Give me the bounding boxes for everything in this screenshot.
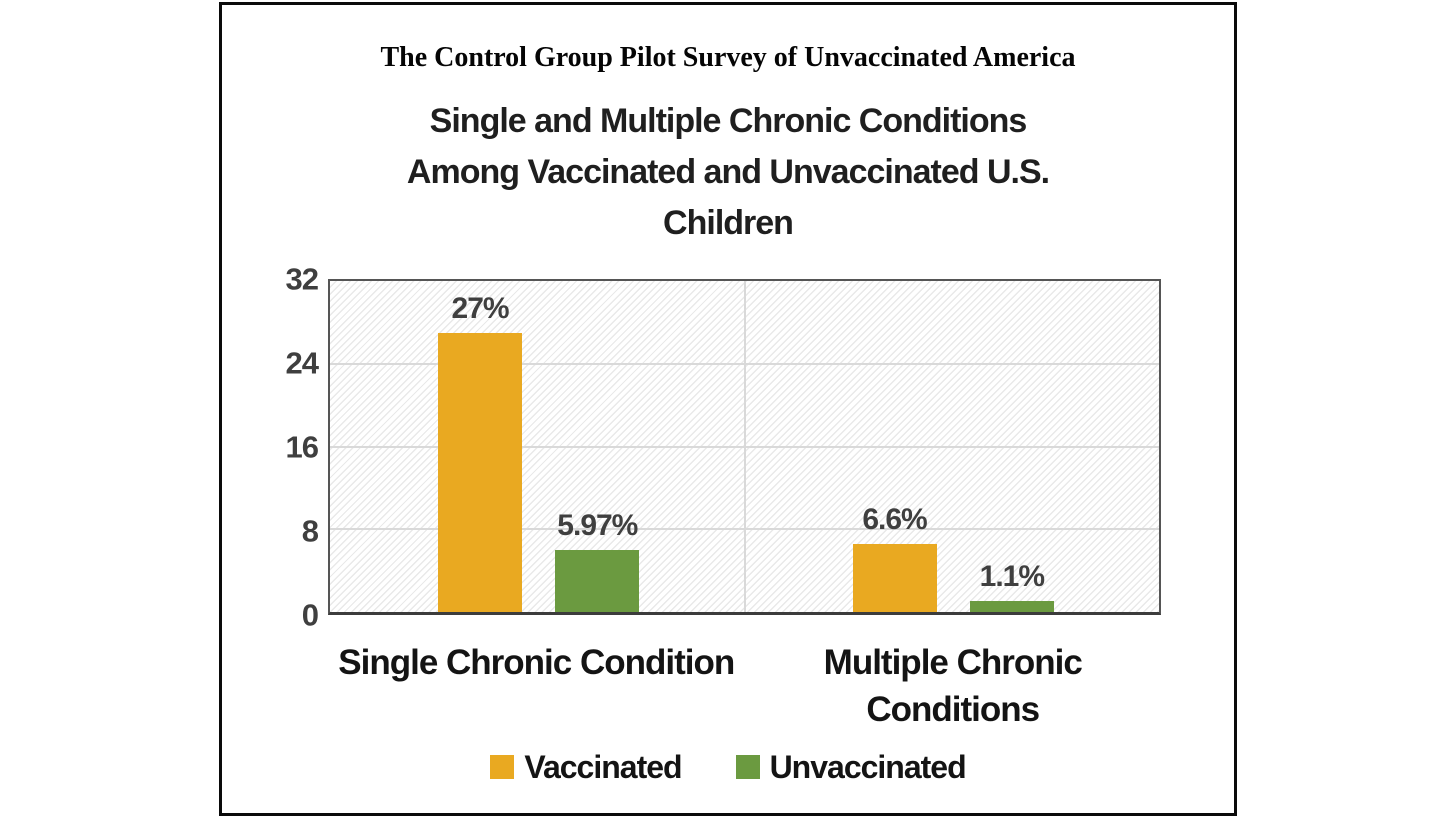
legend: Vaccinated Unvaccinated bbox=[222, 751, 1234, 783]
plot-area: 27% 6.6% 5.97% 1.1% bbox=[328, 279, 1161, 615]
x-axis-labels: Single Chronic Condition Multiple Chroni… bbox=[328, 639, 1161, 733]
chart-title-line-1: Single and Multiple Chronic Conditions bbox=[429, 102, 1028, 140]
bar-value-label: 27% bbox=[451, 291, 510, 325]
legend-label-unvaccinated: Unvaccinated bbox=[769, 749, 967, 785]
y-tick-label-16: 16 bbox=[285, 429, 319, 465]
bar-value-label: 6.6% bbox=[862, 502, 927, 536]
bar-vaccinated-1 bbox=[852, 543, 937, 612]
bar-value-label: 5.97% bbox=[557, 509, 638, 543]
bar-value-label: 1.1% bbox=[979, 559, 1045, 593]
chart-title-line-3: Children bbox=[663, 204, 794, 242]
y-axis: 0 8 16 24 32 bbox=[222, 264, 320, 631]
category-label-line: Conditions bbox=[866, 690, 1040, 729]
gridline-vertical bbox=[743, 281, 746, 612]
legend-item-vaccinated: Vaccinated bbox=[490, 749, 683, 785]
category-label-line: Single Chronic Condition bbox=[338, 643, 735, 682]
legend-swatch-unvaccinated-icon bbox=[735, 755, 760, 779]
y-tick-label-24: 24 bbox=[285, 345, 319, 381]
category-label-multiple-chronic: Multiple Chronic Conditions bbox=[745, 639, 1162, 733]
y-tick-label-0: 0 bbox=[301, 597, 319, 633]
chart-figure: The Control Group Pilot Survey of Unvacc… bbox=[219, 2, 1237, 816]
category-label-line: Multiple Chronic bbox=[823, 643, 1083, 682]
bar-unvaccinated-0 bbox=[555, 550, 640, 612]
category-label-single-chronic: Single Chronic Condition bbox=[328, 639, 745, 733]
y-tick-label-32: 32 bbox=[285, 261, 319, 297]
legend-swatch-vaccinated-icon bbox=[490, 755, 515, 779]
bar-unvaccinated-1 bbox=[969, 600, 1054, 612]
chart-title: Single and Multiple Chronic Conditions A… bbox=[222, 96, 1234, 249]
figure-header-title: The Control Group Pilot Survey of Unvacc… bbox=[380, 42, 1076, 73]
chart-title-line-2: Among Vaccinated and Unvaccinated U.S. bbox=[406, 153, 1050, 191]
y-tick-label-8: 8 bbox=[301, 513, 319, 549]
bar-vaccinated-0 bbox=[438, 332, 523, 612]
legend-item-unvaccinated: Unvaccinated bbox=[735, 749, 967, 785]
legend-label-vaccinated: Vaccinated bbox=[524, 749, 682, 785]
